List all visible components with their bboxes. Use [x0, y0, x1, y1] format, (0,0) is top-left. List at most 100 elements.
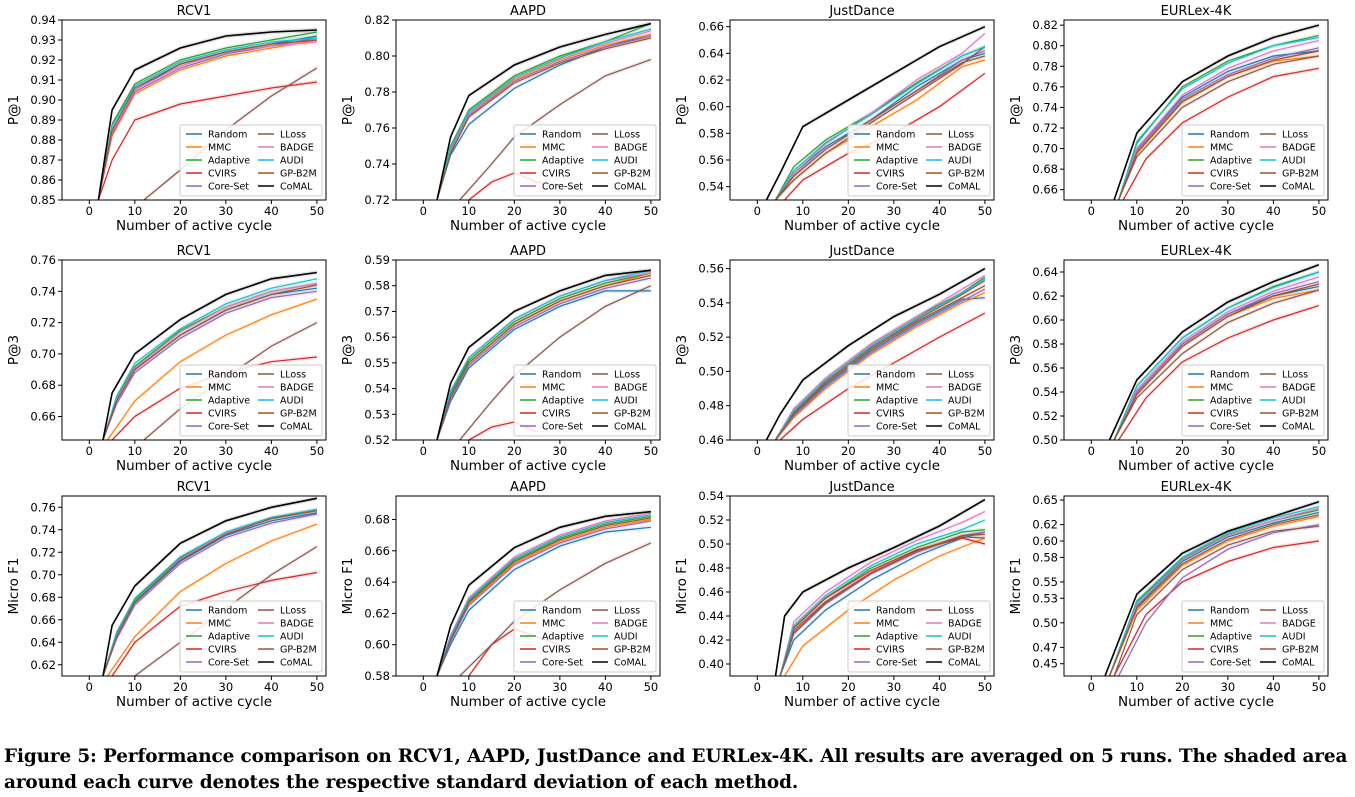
series-line-cvirs — [111, 571, 318, 676]
plot-frame — [61, 495, 327, 677]
legend-label: GP-B2M — [1282, 169, 1319, 180]
series-line-random — [436, 526, 651, 676]
legend-label: CoMAL — [1282, 422, 1315, 433]
series-line-comal — [1113, 24, 1320, 200]
legend-label: CoMAL — [1282, 182, 1315, 193]
x-axis-label: Number of active cycle — [1118, 218, 1274, 234]
y-tick-label: 0.66 — [1032, 183, 1058, 197]
series-line-core-set — [775, 288, 986, 440]
x-axis-label: Number of active cycle — [450, 458, 606, 474]
legend-label: BADGE — [1282, 383, 1316, 394]
legend-label: Core-Set — [542, 658, 583, 669]
legend-label: CoMAL — [614, 422, 647, 433]
series-group — [1113, 23, 1320, 200]
legend-label: Core-Set — [1210, 422, 1251, 433]
series-band-lloss — [143, 320, 317, 440]
legend-label: Random — [876, 130, 915, 141]
y-tick-label: 0.52 — [698, 330, 724, 344]
y-tick-label: 0.72 — [30, 545, 56, 559]
series-line-random — [436, 290, 651, 440]
x-tick-label: 50 — [644, 204, 659, 218]
legend-box — [179, 600, 323, 673]
x-tick-label: 20 — [841, 680, 856, 694]
y-tick-label: 0.53 — [1032, 591, 1058, 605]
x-tick-label: 30 — [887, 680, 902, 694]
legend-label: CVIRS — [542, 169, 571, 180]
y-tick-label: 0.80 — [1032, 39, 1058, 53]
plot-frame — [729, 259, 995, 441]
x-tick-label: 10 — [796, 444, 811, 458]
y-tick-label: 0.70 — [30, 568, 56, 582]
series-line-gp-b2m — [1118, 50, 1320, 200]
legend-label: LLoss — [1282, 130, 1308, 141]
series-line-audi — [436, 269, 652, 440]
y-tick-label: 0.58 — [364, 669, 390, 683]
y-tick-label: 0.52 — [364, 433, 390, 447]
plot-frame — [1063, 495, 1329, 677]
x-tick-label: 10 — [128, 680, 143, 694]
y-tick-label: 0.80 — [364, 49, 390, 63]
legend-label: AUDI — [948, 156, 972, 167]
series-line-lloss — [1113, 525, 1319, 676]
series-group — [774, 497, 986, 676]
legend: Random MMC Adaptive CVIRS Core-Set LLoss BADGE… — [847, 364, 991, 437]
y-tick-label: 0.78 — [1032, 59, 1058, 73]
x-tick-label: 10 — [128, 204, 143, 218]
y-axis-label: Micro F1 — [6, 558, 22, 615]
y-tick-label: 0.68 — [364, 512, 390, 526]
legend-label: GP-B2M — [280, 169, 317, 180]
plot-frame — [395, 259, 661, 441]
legend-label: Random — [876, 606, 915, 617]
y-tick-label: 0.48 — [698, 561, 724, 575]
y-tick-label: 0.50 — [1032, 433, 1058, 447]
x-axis-label: Number of active cycle — [450, 218, 606, 234]
y-tick-label: 0.54 — [364, 382, 390, 396]
legend-label: AUDI — [280, 632, 304, 643]
x-tick-label: 20 — [507, 680, 522, 694]
series-line-mmc — [107, 298, 318, 440]
legend: Random MMC Adaptive CVIRS Core-Set LLoss BADGE… — [1181, 364, 1325, 437]
legend-label: LLoss — [280, 370, 306, 381]
legend-label: CVIRS — [1210, 645, 1239, 656]
x-tick-label: 0 — [420, 680, 427, 694]
y-tick-label: 0.72 — [30, 316, 56, 330]
y-tick-label: 0.94 — [30, 13, 56, 27]
x-tick-label: 40 — [932, 444, 947, 458]
y-tick-label: 0.82 — [1032, 18, 1058, 32]
legend-label: MMC — [1210, 619, 1233, 630]
legend-label: Random — [542, 370, 581, 381]
series-band-adaptive — [98, 29, 317, 200]
y-axis-label: P@3 — [674, 335, 690, 365]
legend-label: BADGE — [614, 619, 648, 630]
series-line-badge — [1113, 276, 1320, 440]
chart-title: AAPD — [510, 244, 546, 259]
legend-label: Core-Set — [876, 422, 917, 433]
x-axis-label: Number of active cycle — [784, 458, 940, 474]
x-tick-label: 30 — [219, 680, 234, 694]
chart-title: RCV1 — [177, 480, 212, 495]
legend-label: AUDI — [1282, 396, 1306, 407]
x-tick-label: 20 — [841, 444, 856, 458]
x-tick-label: 0 — [86, 204, 93, 218]
y-tick-label: 0.70 — [30, 347, 56, 361]
y-tick-label: 0.55 — [1032, 575, 1058, 589]
legend-label: MMC — [542, 383, 565, 394]
legend-label: Random — [1210, 130, 1249, 141]
legend-label: GP-B2M — [614, 645, 651, 656]
legend-label: AUDI — [614, 396, 638, 407]
chart-panel-4: EURLex-4K 0 10 20 30 40 50 0.66 0.68 0.70 0.72 0.74… — [1008, 4, 1329, 234]
legend: Random MMC Adaptive CVIRS Core-Set LLoss BADGE… — [1181, 124, 1325, 197]
series-line-comal — [436, 510, 651, 676]
series-line-gp-b2m — [102, 510, 318, 676]
x-tick-label: 20 — [841, 204, 856, 218]
chart-title: AAPD — [510, 480, 546, 495]
legend-label: LLoss — [280, 606, 306, 617]
y-tick-label: 0.70 — [1032, 142, 1058, 156]
legend-label: AUDI — [280, 156, 304, 167]
series-line-lloss — [775, 280, 986, 440]
legend-label: BADGE — [614, 383, 648, 394]
chart-panel-1: RCV1 0 10 20 30 40 50 0.85 0.86 0.87 0.88 0.89 0.90 0… — [6, 4, 327, 234]
series-band-cvirs — [780, 535, 985, 676]
x-tick-label: 50 — [1312, 204, 1327, 218]
series-band-mmc — [437, 32, 651, 200]
